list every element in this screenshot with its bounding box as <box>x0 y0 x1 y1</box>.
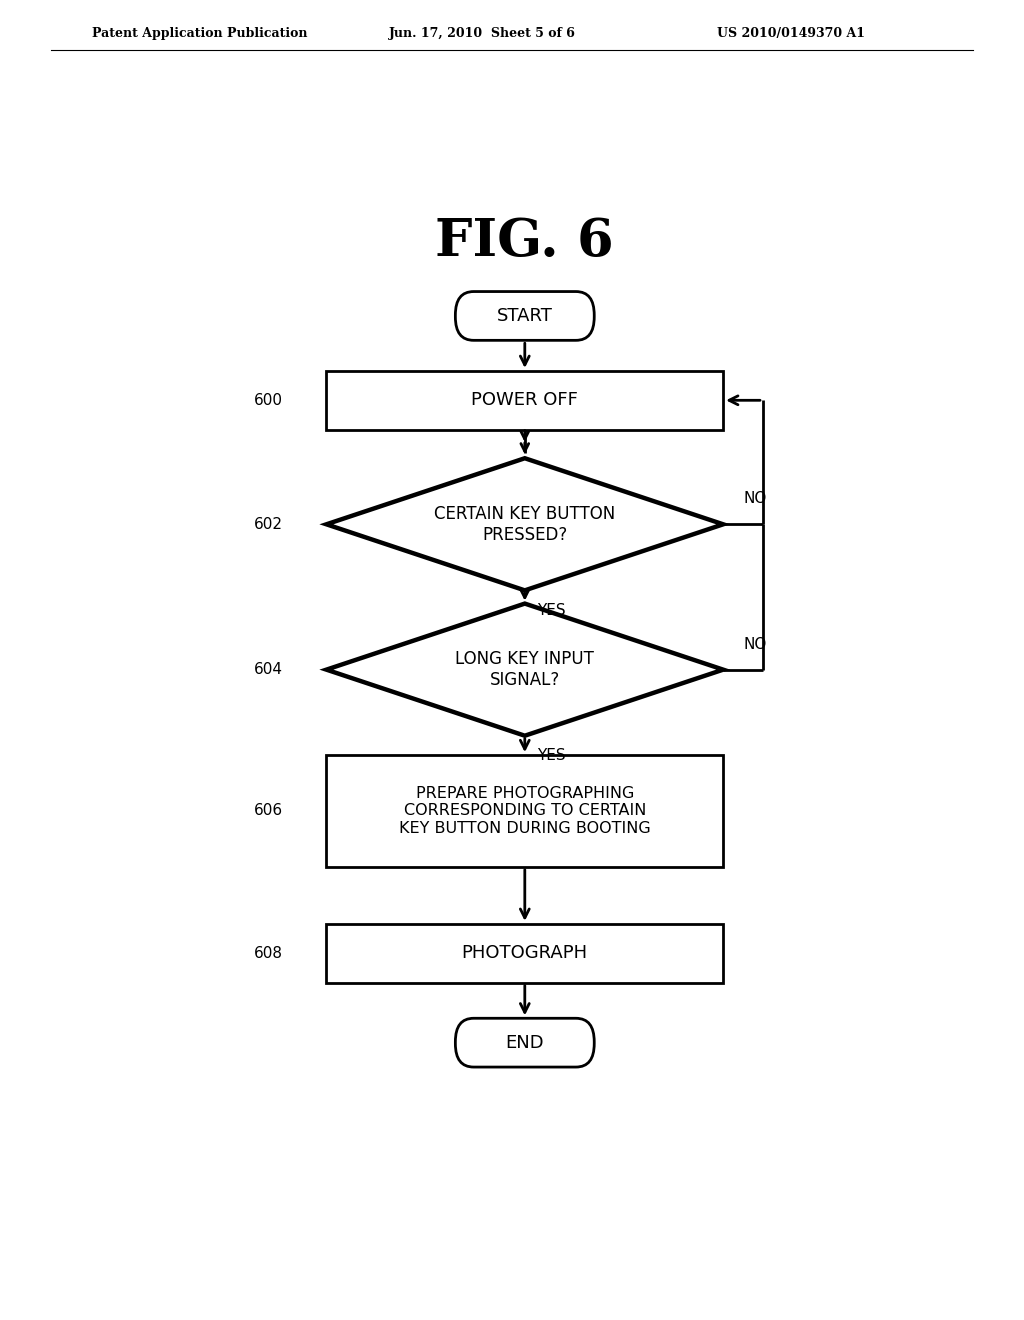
Text: START: START <box>497 308 553 325</box>
Text: 600: 600 <box>254 393 283 408</box>
Text: YES: YES <box>537 602 565 618</box>
Text: 604: 604 <box>254 663 283 677</box>
Text: 608: 608 <box>254 945 283 961</box>
Text: 606: 606 <box>254 804 283 818</box>
Text: LONG KEY INPUT
SIGNAL?: LONG KEY INPUT SIGNAL? <box>456 651 594 689</box>
Polygon shape <box>327 458 723 590</box>
Text: 602: 602 <box>254 517 283 532</box>
Polygon shape <box>327 603 723 735</box>
Text: FIG. 6: FIG. 6 <box>435 216 614 267</box>
Bar <box>327 371 723 430</box>
Text: NO: NO <box>743 491 766 507</box>
Text: Jun. 17, 2010  Sheet 5 of 6: Jun. 17, 2010 Sheet 5 of 6 <box>389 26 575 40</box>
Text: NO: NO <box>743 636 766 652</box>
Text: US 2010/0149370 A1: US 2010/0149370 A1 <box>717 26 865 40</box>
FancyBboxPatch shape <box>456 1018 594 1067</box>
Text: PREPARE PHOTOGRAPHING
CORRESPONDING TO CERTAIN
KEY BUTTON DURING BOOTING: PREPARE PHOTOGRAPHING CORRESPONDING TO C… <box>399 785 650 836</box>
Text: YES: YES <box>537 748 565 763</box>
FancyBboxPatch shape <box>456 292 594 341</box>
Text: END: END <box>506 1034 544 1052</box>
Text: CERTAIN KEY BUTTON
PRESSED?: CERTAIN KEY BUTTON PRESSED? <box>434 506 615 544</box>
Text: POWER OFF: POWER OFF <box>471 391 579 409</box>
Text: Patent Application Publication: Patent Application Publication <box>92 26 307 40</box>
Bar <box>327 924 723 982</box>
Bar <box>327 755 723 867</box>
Text: PHOTOGRAPH: PHOTOGRAPH <box>462 944 588 962</box>
